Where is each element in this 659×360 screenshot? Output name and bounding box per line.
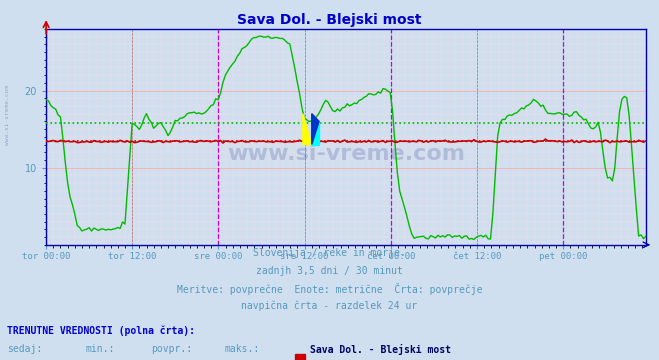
Text: TRENUTNE VREDNOSTI (polna črta):: TRENUTNE VREDNOSTI (polna črta): [7,325,194,336]
Text: zadnjh 3,5 dni / 30 minut: zadnjh 3,5 dni / 30 minut [256,266,403,275]
Polygon shape [312,114,319,144]
Polygon shape [303,114,312,144]
Text: Sava Dol. - Blejski most: Sava Dol. - Blejski most [310,344,451,355]
Text: www.si-vreme.com: www.si-vreme.com [227,144,465,164]
Text: Sava Dol. - Blejski most: Sava Dol. - Blejski most [237,13,422,27]
Text: Slovenija / reke in morje.: Slovenija / reke in morje. [253,248,406,258]
Text: www.si-vreme.com: www.si-vreme.com [5,85,11,145]
Text: navpična črta - razdelek 24 ur: navpična črta - razdelek 24 ur [241,300,418,311]
Text: maks.:: maks.: [224,344,259,354]
Polygon shape [312,121,319,144]
Text: min.:: min.: [86,344,115,354]
Text: Meritve: povprečne  Enote: metrične  Črta: povprečje: Meritve: povprečne Enote: metrične Črta:… [177,283,482,295]
Text: povpr.:: povpr.: [152,344,192,354]
Text: sedaj:: sedaj: [7,344,42,354]
Bar [295,354,305,360]
